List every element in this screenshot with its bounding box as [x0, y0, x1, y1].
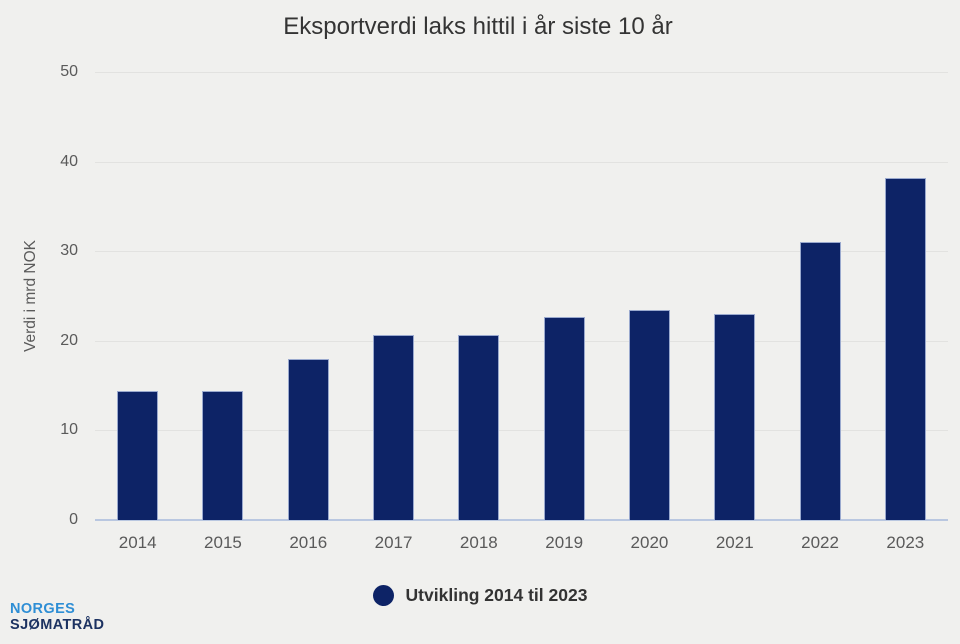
- y-axis-tick-label: 10: [60, 421, 78, 439]
- plot-area: [95, 72, 948, 521]
- x-axis-tick-label: 2018: [459, 533, 498, 552]
- bar-2020[interactable]: [628, 310, 670, 520]
- gridline: [95, 430, 948, 432]
- legend-label: Utvikling 2014 til 2023: [405, 585, 588, 605]
- x-axis-tick-label: 2019: [545, 533, 584, 552]
- gridline: [95, 251, 948, 253]
- bar-2014[interactable]: [117, 390, 159, 520]
- bar-2019[interactable]: [543, 316, 585, 520]
- norges-sjomatrad-logo: NORGES SJØMATRÅD: [10, 601, 104, 633]
- circle-icon: [372, 585, 394, 606]
- y-axis-tick-label: 40: [60, 152, 78, 170]
- gridline: [95, 340, 948, 342]
- bar-2021[interactable]: [714, 313, 756, 520]
- x-axis-tick-label: 2016: [289, 533, 328, 552]
- y-axis-tick-label: 0: [69, 511, 78, 528]
- bar-2018[interactable]: [458, 334, 500, 520]
- bar-2015[interactable]: [202, 390, 244, 520]
- bar-2017[interactable]: [373, 334, 415, 520]
- bar-2023[interactable]: [884, 177, 926, 520]
- gridline: [95, 72, 948, 73]
- y-axis-tick-label: 50: [60, 63, 78, 80]
- bar-2022[interactable]: [799, 242, 841, 520]
- x-axis-tick-label: 2017: [374, 533, 413, 552]
- x-axis-tick-label: 2015: [204, 533, 242, 552]
- x-axis-tick-label: 2022: [801, 533, 839, 552]
- x-axis-tick-label: 2023: [886, 533, 925, 552]
- y-axis-tick-label: 20: [60, 331, 78, 349]
- x-axis-line: [95, 519, 948, 521]
- logo-line-2: SJØMATRÅD: [10, 617, 105, 633]
- x-axis-tick-label: 2020: [630, 533, 669, 552]
- legend-item[interactable]: Utvikling 2014 til 2023: [372, 585, 588, 606]
- x-axis-tick-label: 2021: [715, 533, 754, 552]
- chart-title: Eksportverdi laks hittil i år siste 10 å…: [283, 13, 673, 40]
- x-axis-tick-label: 2014: [118, 533, 157, 552]
- gridline: [95, 161, 948, 163]
- logo-line-1: NORGES: [10, 601, 76, 617]
- y-axis-tick-label: 30: [60, 242, 78, 260]
- bar-2016[interactable]: [287, 358, 329, 520]
- legend: Utvikling 2014 til 2023: [0, 585, 960, 606]
